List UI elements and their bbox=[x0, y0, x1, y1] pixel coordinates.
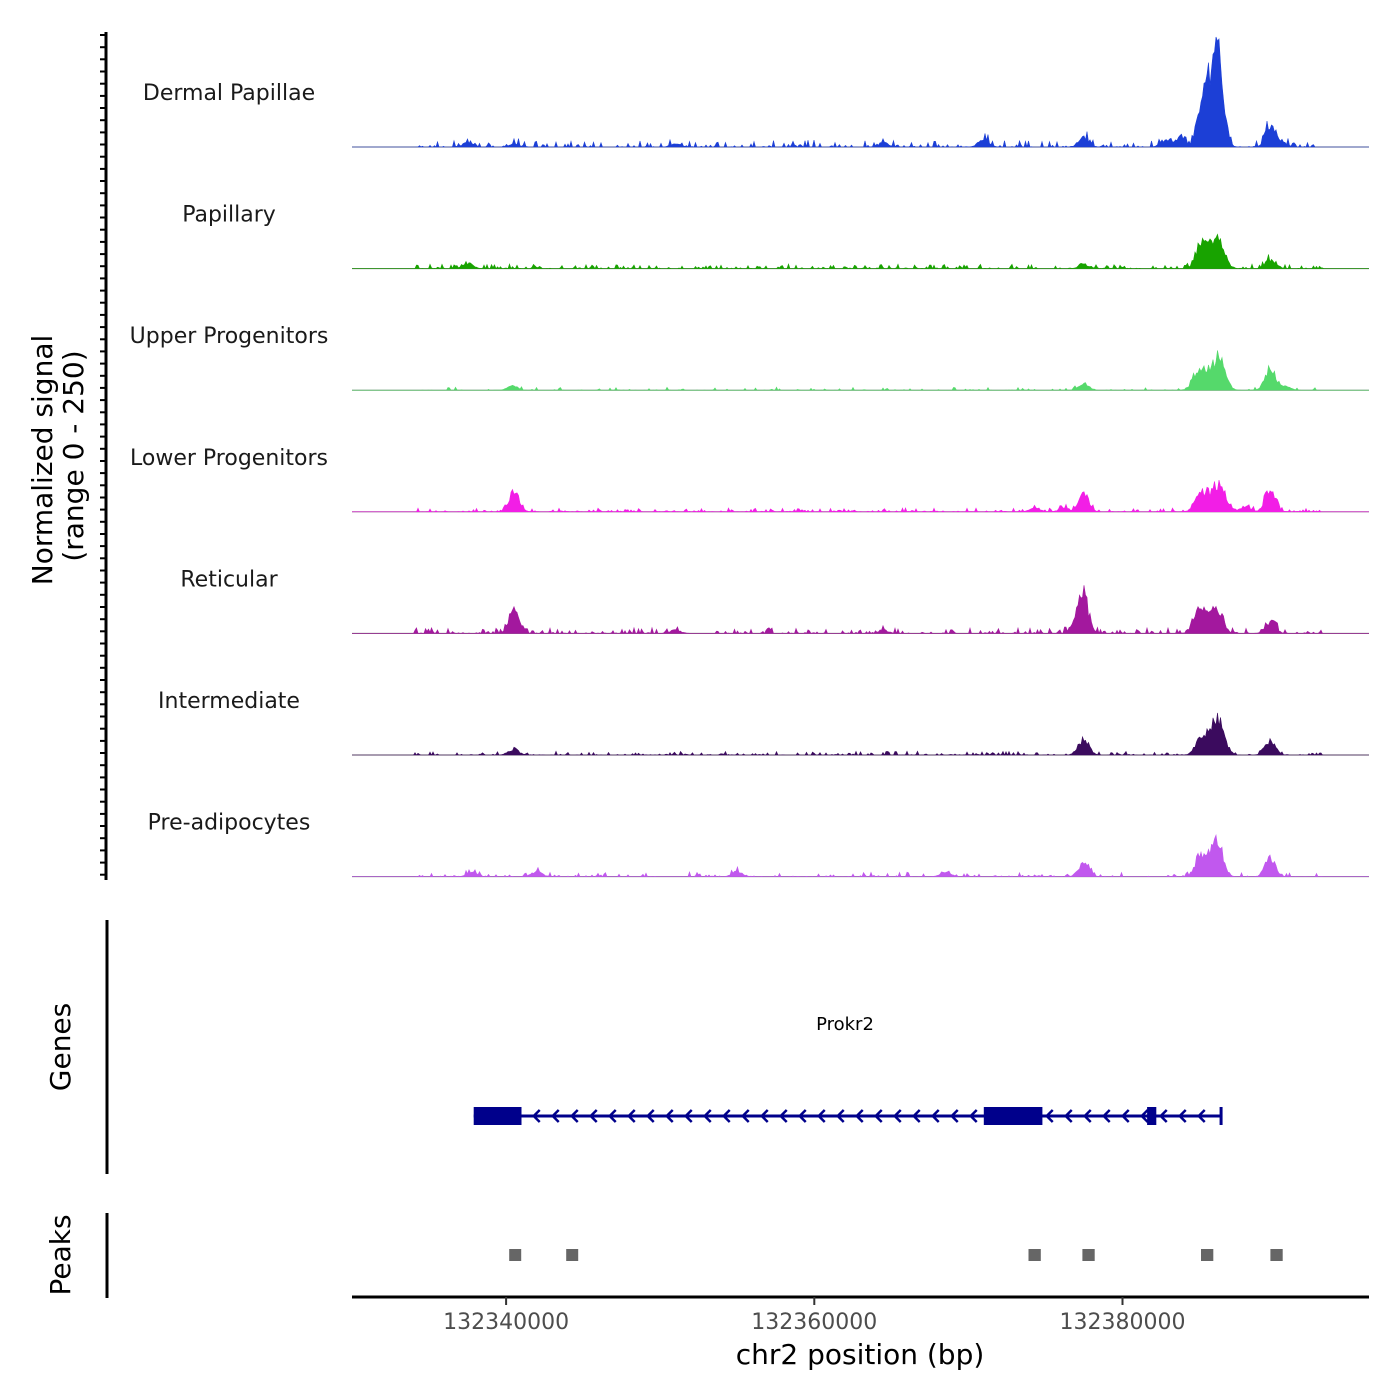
track-label: Upper Progenitors bbox=[130, 324, 329, 349]
x-axis-ticks: 132340000 132360000 132380000 bbox=[443, 1297, 1185, 1335]
strand-chevron bbox=[664, 1109, 674, 1123]
strand-chevron bbox=[1082, 1109, 1092, 1123]
track-pre-adipocytes: Pre-adipocytes bbox=[148, 811, 1369, 878]
peak-marks bbox=[509, 1249, 1283, 1261]
strand-chevron bbox=[1196, 1109, 1206, 1123]
strand-chevron bbox=[740, 1109, 750, 1123]
x-tick-label: 132340000 bbox=[443, 1310, 569, 1335]
x-axis-label: chr2 position (bp) bbox=[736, 1338, 985, 1371]
track-label: Pre-adipocytes bbox=[148, 811, 311, 836]
strand-chevron bbox=[759, 1109, 769, 1123]
genes-panel-label: Genes bbox=[44, 1003, 77, 1091]
track-label: Lower Progenitors bbox=[130, 446, 328, 471]
peak-region bbox=[1201, 1249, 1214, 1261]
track-reticular: Reticular bbox=[180, 567, 1369, 635]
y-axis-label-line2: (range 0 - 250) bbox=[57, 350, 90, 561]
coverage-area bbox=[352, 712, 1369, 756]
strand-chevron bbox=[569, 1109, 579, 1123]
y-axis-label-line1: Normalized signal bbox=[26, 335, 59, 586]
track-dermal-papillae: Dermal Papillae bbox=[143, 36, 1369, 149]
strand-chevron bbox=[835, 1109, 845, 1123]
track-lower-progenitors: Lower Progenitors bbox=[130, 446, 1369, 513]
coverage-area bbox=[352, 350, 1369, 391]
gene-exon bbox=[983, 1107, 1043, 1125]
strand-chevron bbox=[930, 1109, 940, 1123]
x-tick-label: 132360000 bbox=[751, 1310, 877, 1335]
strand-chevron bbox=[1177, 1109, 1187, 1123]
track-label: Reticular bbox=[180, 567, 278, 592]
track-label: Dermal Papillae bbox=[143, 81, 315, 106]
strand-chevron bbox=[1139, 1109, 1149, 1123]
strand-chevron bbox=[1101, 1109, 1111, 1123]
x-tick-label: 132380000 bbox=[1060, 1310, 1186, 1335]
strand-chevron bbox=[949, 1109, 959, 1123]
strand-chevron bbox=[911, 1109, 921, 1123]
coverage-area bbox=[352, 585, 1369, 635]
strand-chevron bbox=[968, 1109, 978, 1123]
strand-chevron bbox=[550, 1109, 560, 1123]
peaks-panel-label: Peaks bbox=[44, 1214, 77, 1295]
coverage-y-axis bbox=[100, 32, 108, 880]
track-upper-progenitors: Upper Progenitors bbox=[130, 324, 1369, 391]
gene-exon bbox=[473, 1107, 522, 1125]
strand-chevron bbox=[816, 1109, 826, 1123]
gene-model-prokr2 bbox=[473, 1107, 1223, 1125]
strand-chevron bbox=[588, 1109, 598, 1123]
strand-chevron bbox=[626, 1109, 636, 1123]
strand-chevron bbox=[778, 1109, 788, 1123]
strand-chevron bbox=[531, 1109, 541, 1123]
coverage-area bbox=[352, 480, 1369, 513]
strand-chevron bbox=[892, 1109, 902, 1123]
strand-chevron bbox=[1120, 1109, 1130, 1123]
gene-exon bbox=[1147, 1107, 1157, 1125]
strand-chevron bbox=[1158, 1109, 1168, 1123]
track-label: Papillary bbox=[182, 203, 276, 228]
track-label: Intermediate bbox=[158, 689, 300, 714]
peak-region bbox=[1082, 1249, 1095, 1261]
coverage-tracks: Dermal Papillae Papillary Upper Progenitor… bbox=[130, 36, 1369, 878]
strand-chevron bbox=[797, 1109, 807, 1123]
strand-chevron bbox=[873, 1109, 883, 1123]
strand-chevron bbox=[854, 1109, 864, 1123]
gene-name-label: Prokr2 bbox=[816, 1014, 874, 1035]
peak-region bbox=[1270, 1249, 1283, 1261]
coverage-area bbox=[352, 233, 1369, 270]
peak-region bbox=[566, 1249, 579, 1261]
strand-chevron bbox=[1063, 1109, 1073, 1123]
coverage-area bbox=[352, 36, 1369, 149]
strand-chevron bbox=[645, 1109, 655, 1123]
peak-region bbox=[1028, 1249, 1041, 1261]
strand-chevron bbox=[721, 1109, 731, 1123]
track-intermediate: Intermediate bbox=[158, 689, 1369, 756]
coverage-area bbox=[352, 833, 1369, 878]
track-papillary: Papillary bbox=[182, 203, 1369, 270]
strand-chevron bbox=[607, 1109, 617, 1123]
strand-chevron bbox=[1044, 1109, 1054, 1123]
strand-chevron bbox=[683, 1109, 693, 1123]
peak-region bbox=[509, 1249, 522, 1261]
strand-chevron bbox=[702, 1109, 712, 1123]
